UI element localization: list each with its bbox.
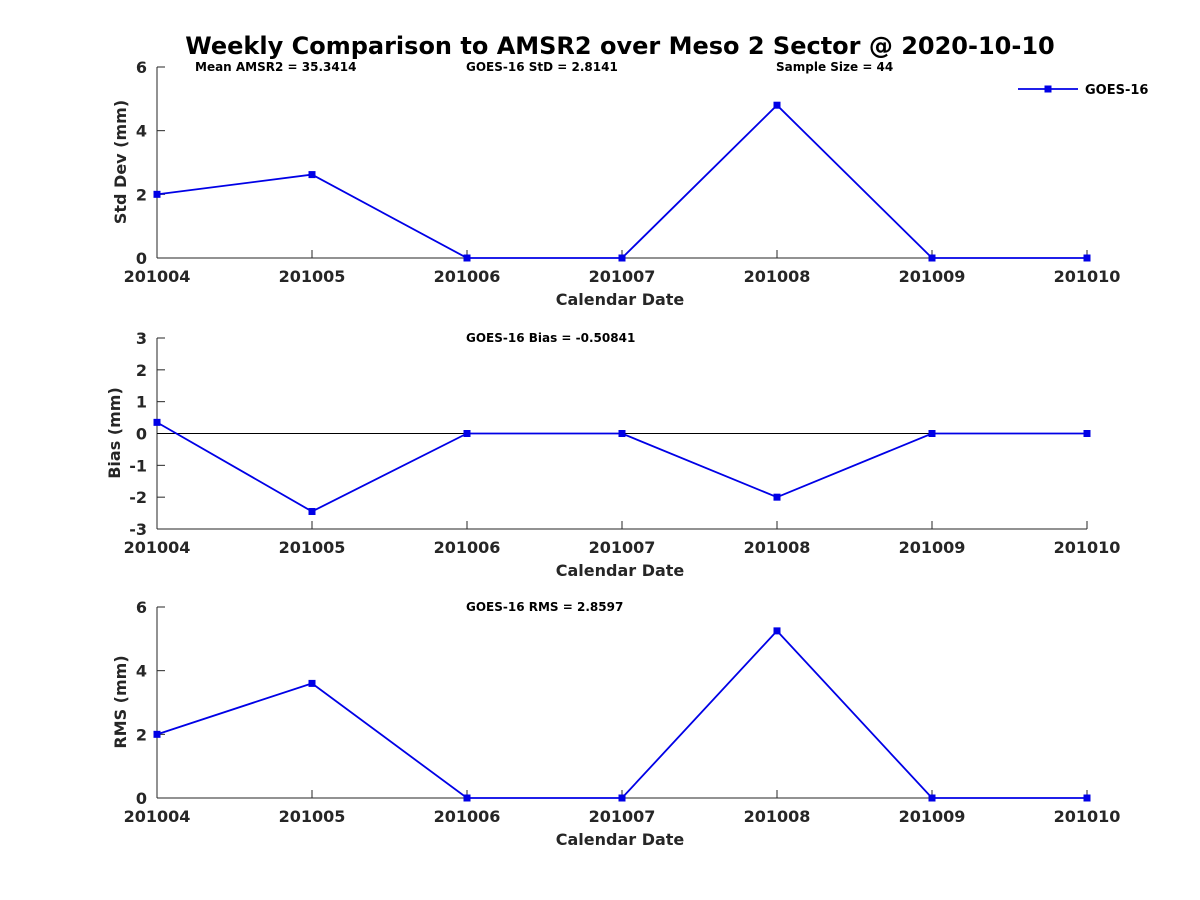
rms-xlabel: Calendar Date: [556, 830, 685, 849]
bias-data-point: [928, 430, 936, 437]
rms-ytick-label: 4: [136, 662, 147, 681]
bias-annotation: GOES-16 Bias = -0.50841: [466, 331, 635, 345]
rms-data-point: [928, 794, 936, 802]
rms-ytick-label: 2: [136, 725, 147, 744]
bias-xtick-label: 201009: [899, 538, 966, 557]
rms-data-point: [463, 794, 471, 802]
bias-ytick-label: -2: [129, 488, 147, 507]
bias-data-point: [463, 430, 471, 437]
bias-xtick-label: 201005: [279, 538, 346, 557]
rms-xtick-label: 201006: [434, 807, 501, 826]
chart-title: Weekly Comparison to AMSR2 over Meso 2 S…: [185, 32, 1054, 60]
bias-ytick-label: 3: [136, 329, 147, 348]
panel-std-dev: 0 2 4 6 201004 201005 201006 201007 201008 201009…: [111, 58, 1148, 309]
std-dev-xtick-label: 201008: [744, 267, 811, 286]
rms-xtick-label: 201008: [744, 807, 811, 826]
std-dev-data-point: [463, 254, 471, 262]
sample-size-annotation: Sample Size = 44: [776, 60, 893, 74]
panel-bias-axes: -3 -2 -1 0 1 2 3 201004 201005 201006 201007 201008…: [124, 329, 1121, 557]
rms-ytick-label: 0: [136, 789, 147, 808]
rms-xtick-label: 201010: [1054, 807, 1121, 826]
std-dev-xtick-label: 201004: [124, 267, 191, 286]
rms-xtick-label: 201004: [124, 807, 191, 826]
rms-ytick-label: 6: [136, 598, 147, 617]
rms-data-point: [1083, 794, 1091, 802]
std-dev-ytick-label: 4: [136, 122, 147, 141]
bias-xtick-label: 201006: [434, 538, 501, 557]
legend-label: GOES-16: [1085, 83, 1148, 98]
panel-rms-axes: 0 2 4 6 201004 201005 201006 201007 201008 201009…: [124, 598, 1121, 826]
std-dev-ytick-label: 6: [136, 58, 147, 77]
rms-annotation: GOES-16 RMS = 2.8597: [466, 600, 623, 614]
bias-data-point: [153, 418, 161, 426]
std-dev-ytick-label: 2: [136, 185, 147, 204]
panel-rms: 0 2 4 6 201004 201005 201006 201007 201008 201009…: [111, 598, 1120, 849]
bias-ytick-label: 0: [136, 425, 147, 444]
rms-data-point: [618, 794, 626, 802]
bias-xtick-label: 201010: [1054, 538, 1121, 557]
panel-bias: -3 -2 -1 0 1 2 3 201004 201005 201006 201007 201008…: [105, 329, 1120, 580]
rms-data-point: [153, 730, 161, 738]
std-dev-data-point: [308, 171, 316, 179]
std-dev-data-point: [1083, 254, 1091, 262]
std-dev-data-point: [153, 190, 161, 198]
rms-data-point: [308, 679, 316, 687]
bias-xtick-label: 201008: [744, 538, 811, 557]
legend-marker: [1044, 85, 1052, 93]
std-dev-xtick-label: 201005: [279, 267, 346, 286]
panel-std-dev-axes: 0 2 4 6 201004 201005 201006 201007 201008 201009…: [124, 58, 1121, 286]
bias-ytick-label: -3: [129, 520, 147, 539]
std-dev-xtick-label: 201006: [434, 267, 501, 286]
bias-data-point: [773, 493, 781, 501]
bias-ytick-label: 2: [136, 361, 147, 380]
rms-ylabel: RMS (mm): [111, 655, 130, 748]
mean-amsr2-annotation: Mean AMSR2 = 35.3414: [195, 60, 356, 74]
std-dev-ytick-label: 0: [136, 249, 147, 268]
std-dev-xlabel: Calendar Date: [556, 290, 685, 309]
std-dev-ylabel: Std Dev (mm): [111, 100, 130, 224]
std-dev-data-point: [773, 101, 781, 109]
rms-xtick-label: 201007: [589, 807, 656, 826]
rms-xtick-label: 201009: [899, 807, 966, 826]
bias-ytick-label: -1: [129, 456, 147, 475]
bias-data-point: [308, 507, 316, 515]
bias-xlabel: Calendar Date: [556, 561, 685, 580]
std-dev-xtick-label: 201007: [589, 267, 656, 286]
std-annotation: GOES-16 StD = 2.8141: [466, 60, 618, 74]
bias-data-point: [618, 430, 626, 437]
std-dev-xtick-label: 201009: [899, 267, 966, 286]
legend: GOES-16: [1018, 83, 1148, 98]
rms-data-point: [773, 627, 781, 635]
std-dev-data-point: [618, 254, 626, 262]
bias-xtick-label: 201007: [589, 538, 656, 557]
rms-xtick-label: 201005: [279, 807, 346, 826]
bias-ytick-label: 1: [136, 393, 147, 412]
bias-ylabel: Bias (mm): [105, 387, 124, 479]
std-dev-xtick-label: 201010: [1054, 267, 1121, 286]
bias-xtick-label: 201004: [124, 538, 191, 557]
bias-data-point: [1083, 430, 1091, 437]
std-dev-data-point: [928, 254, 936, 262]
